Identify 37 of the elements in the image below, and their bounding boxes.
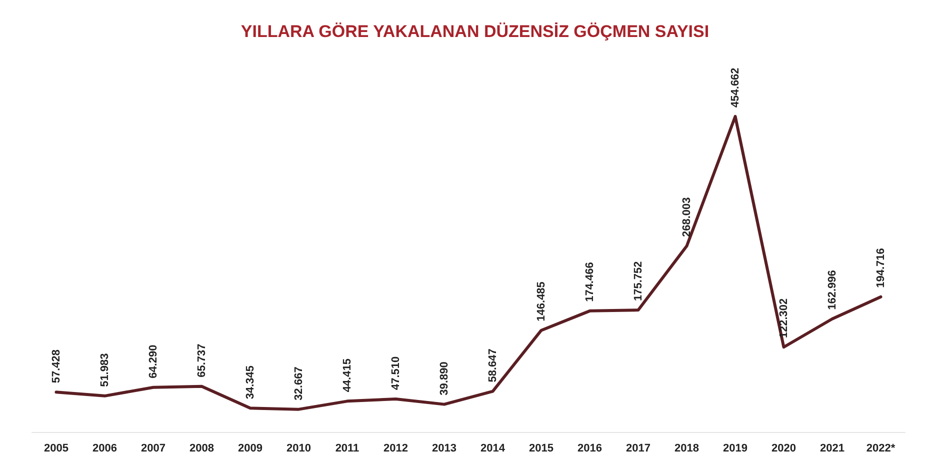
x-tick-label: 2011 bbox=[335, 442, 360, 454]
data-label: 64.290 bbox=[147, 344, 160, 378]
chart-title: YILLARA GÖRE YAKALANAN DÜZENSİZ GÖÇMEN SAYISI bbox=[240, 22, 710, 41]
data-label: 34.345 bbox=[244, 366, 256, 400]
x-tick-label: 2008 bbox=[190, 442, 214, 454]
data-label: 51.983 bbox=[98, 353, 111, 387]
x-tick-label: 2007 bbox=[141, 442, 166, 454]
data-label: 57.428 bbox=[50, 349, 62, 384]
x-tick-label: 2009 bbox=[238, 442, 262, 454]
data-label: 65.737 bbox=[196, 344, 208, 378]
x-tick-label: 2013 bbox=[432, 442, 456, 454]
x-tick-label: 2019 bbox=[723, 442, 748, 454]
data-label: 39.890 bbox=[438, 362, 450, 396]
data-label: 58.647 bbox=[486, 348, 499, 382]
data-label: 32.667 bbox=[292, 366, 305, 400]
data-label: 122.302 bbox=[778, 298, 790, 338]
data-label: 268.003 bbox=[680, 197, 693, 238]
x-tick-label: 2012 bbox=[384, 442, 408, 454]
x-tick-label: 2018 bbox=[674, 442, 699, 454]
data-label: 44.415 bbox=[341, 358, 354, 392]
x-tick-label: 2010 bbox=[286, 442, 311, 454]
x-tick-label: 2006 bbox=[92, 442, 117, 454]
x-tick-label: 2021 bbox=[820, 442, 844, 454]
x-tick-label: 2017 bbox=[626, 442, 650, 454]
x-tick-label: 2005 bbox=[44, 442, 68, 454]
data-label: 146.485 bbox=[535, 282, 548, 322]
data-label: 47.510 bbox=[390, 356, 402, 390]
x-tick-label: 2015 bbox=[529, 442, 554, 454]
data-label: 454.662 bbox=[729, 68, 742, 108]
x-tick-label: 2016 bbox=[578, 442, 602, 454]
data-label: 194.716 bbox=[874, 248, 887, 288]
x-tick-label: 2014 bbox=[480, 442, 506, 454]
data-label: 175.752 bbox=[632, 261, 644, 302]
x-tick-label: 2022* bbox=[866, 442, 896, 454]
x-tick-label: 2020 bbox=[772, 442, 796, 454]
data-label: 162.996 bbox=[826, 270, 838, 310]
data-label: 174.466 bbox=[584, 262, 596, 302]
